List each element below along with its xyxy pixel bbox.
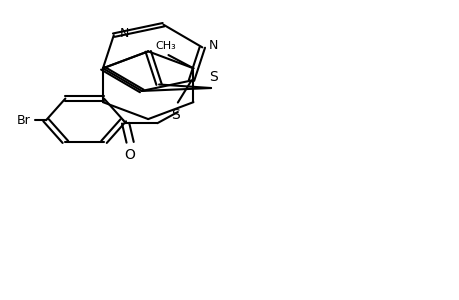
Text: S: S: [171, 109, 179, 122]
Text: Br: Br: [17, 114, 30, 127]
Text: O: O: [124, 148, 135, 162]
Text: S: S: [208, 70, 217, 84]
Text: CH₃: CH₃: [156, 41, 176, 51]
Text: N: N: [119, 27, 129, 40]
Text: N: N: [208, 39, 217, 52]
